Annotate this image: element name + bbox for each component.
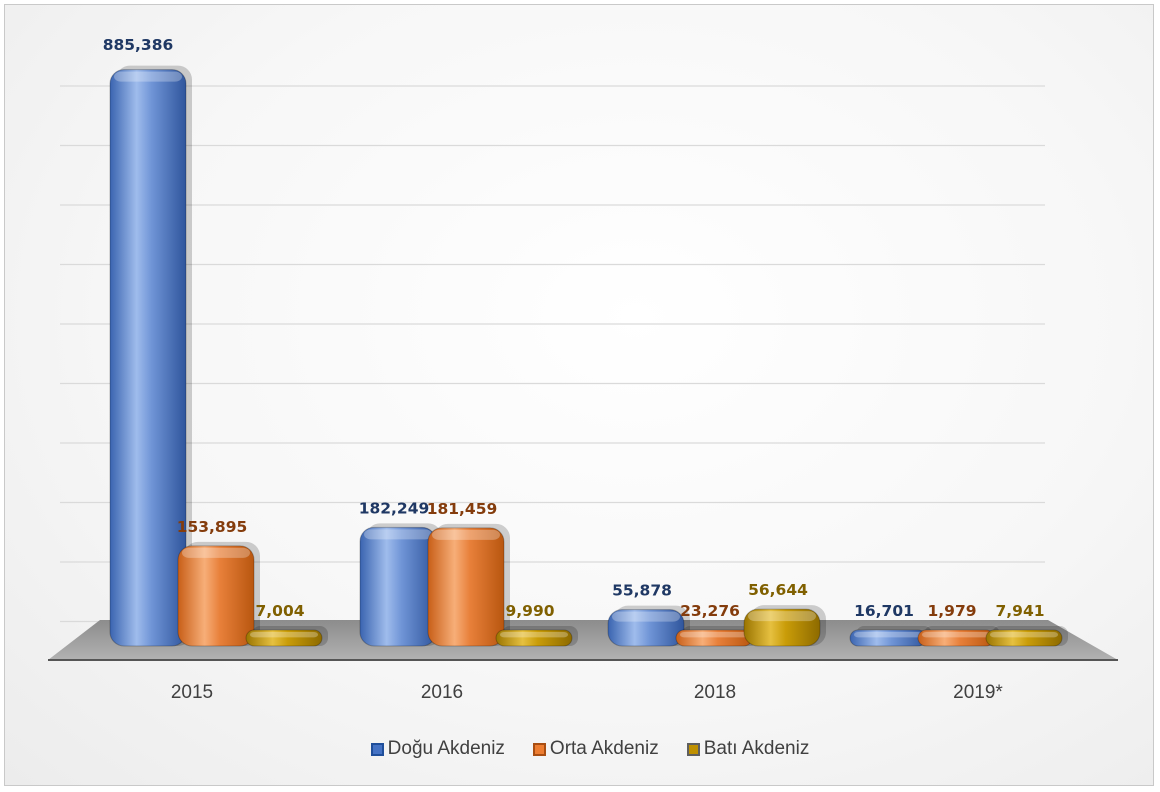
chart-floor [48, 620, 1118, 661]
bar-orta-2018 [675, 626, 758, 647]
data-label-orta-2016: 181,459 [427, 500, 498, 518]
floor-plane [48, 620, 1118, 660]
bar-dogu-2015 [109, 65, 192, 647]
legend: Doğu Akdeniz Orta Akdeniz Batı Akdeniz [320, 725, 860, 773]
data-label-bati-2019: 7,941 [995, 602, 1044, 620]
data-label-dogu-2019: 16,701 [854, 602, 914, 620]
data-label-dogu-2018: 55,878 [612, 582, 672, 600]
legend-label: Batı Akdeniz [703, 738, 810, 759]
bars-group [109, 65, 1068, 647]
category-label-2015: 2015 [171, 682, 213, 703]
data-label-bati-2016: 9,990 [505, 602, 554, 620]
category-label-2018: 2018 [694, 682, 736, 703]
legend-label: Orta Akdeniz [549, 738, 659, 759]
data-label-orta-2018: 23,276 [680, 602, 740, 620]
data-label-dogu-2015: 885,386 [103, 36, 174, 54]
bar-dogu-2018 [607, 605, 690, 647]
legend-item-bati[interactable]: Batı Akdeniz [686, 738, 810, 760]
legend-label: Doğu Akdeniz [387, 738, 505, 759]
legend-swatch-dogu [370, 742, 384, 756]
category-label-2016: 2016 [421, 682, 463, 703]
bar-orta-2016 [427, 523, 510, 647]
bar-orta-2019 [917, 626, 1000, 647]
category-label-2019: 2019* [953, 682, 1003, 703]
bar-bati-2019 [985, 626, 1068, 647]
data-label-orta-2019: 1,979 [927, 602, 976, 620]
bar-orta-2015 [177, 541, 260, 647]
data-label-dogu-2016: 182,249 [359, 499, 430, 517]
legend-item-orta[interactable]: Orta Akdeniz [532, 738, 659, 760]
bar-bati-2016 [495, 626, 578, 647]
category-labels-group: 2015 2016 2018 2019* [171, 682, 1004, 703]
data-label-bati-2018: 56,644 [748, 581, 808, 599]
data-label-bati-2015: 7,004 [255, 602, 304, 620]
legend-swatch-orta [532, 742, 546, 756]
bar-dogu-2019 [849, 626, 932, 647]
legend-swatch-bati [686, 742, 700, 756]
bar-bati-2018 [743, 605, 826, 647]
data-label-orta-2015: 153,895 [177, 518, 248, 536]
bar-dogu-2016 [359, 523, 442, 647]
bar-bati-2015 [245, 626, 328, 647]
gridlines [60, 85, 1045, 623]
legend-item-dogu[interactable]: Doğu Akdeniz [370, 738, 505, 760]
